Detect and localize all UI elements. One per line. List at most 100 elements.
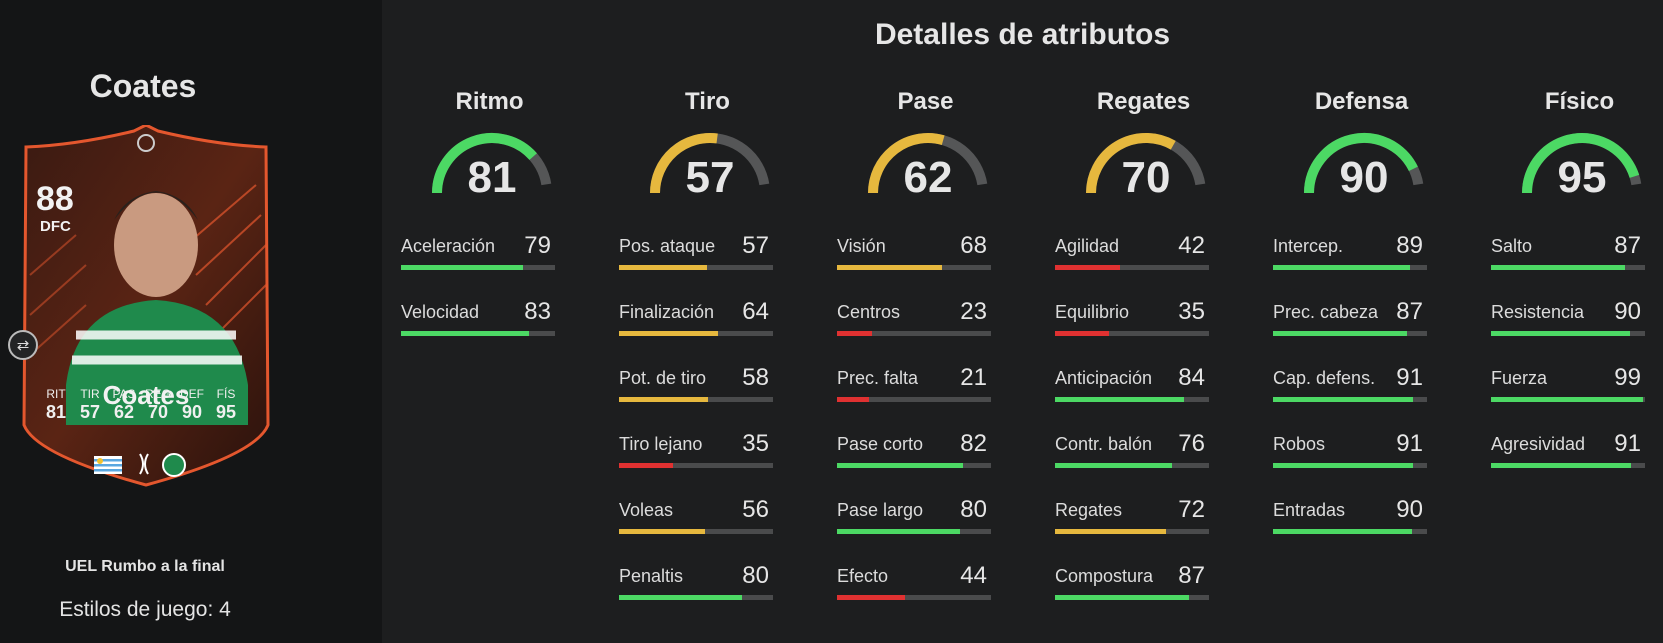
attribute-name: Entradas: [1273, 500, 1346, 520]
attribute-bar: [619, 331, 773, 336]
attribute-name: Robos: [1273, 434, 1326, 454]
attribute-bar-fill: [1055, 265, 1120, 270]
attribute-bar: [1055, 265, 1209, 270]
card-stat-label: FÍS: [216, 387, 236, 401]
attribute-value: 90: [1614, 298, 1641, 325]
category-gauge: [1304, 133, 1424, 194]
attribute-value: 58: [742, 364, 769, 391]
attribute-bar: [1055, 529, 1209, 534]
attribute-name: Pos. ataque: [619, 236, 716, 256]
attribute-bar: [837, 331, 991, 336]
attribute-bar: [1273, 529, 1427, 534]
card-stat-value: 95: [215, 402, 237, 422]
attribute-value: 91: [1396, 364, 1423, 391]
attribute-name: Pase corto: [837, 434, 924, 454]
attribute-name: Agilidad: [1055, 236, 1120, 256]
attribute-value: 79: [524, 232, 551, 259]
attribute-value: 80: [960, 496, 987, 523]
attribute-bar-fill: [1491, 397, 1644, 402]
attribute-bar-fill: [619, 265, 707, 270]
category-regates: Regates 70 Agilidad 42 Equilibrio 35 Anticipac…: [1055, 0, 1215, 643]
category-fisico: Físico 95 Salto 87 Resistencia 90 Fuerza 99 Agre…: [1491, 0, 1651, 643]
attribute-bar-fill: [1055, 331, 1109, 336]
attribute-value: 91: [1614, 430, 1641, 457]
gauge-fill: [1304, 133, 1418, 194]
player-card[interactable]: 88 DFC Coates RIT 81 TIR 57 PAS 62 REG 7…: [16, 125, 276, 495]
attribute-name: Velocidad: [401, 302, 480, 322]
attribute-bar: [1055, 397, 1209, 402]
attribute-name: Fuerza: [1491, 368, 1548, 388]
card-name: Coates: [102, 380, 190, 410]
playstyles-count[interactable]: Estilos de juego: 4: [59, 598, 231, 621]
uruguay-flag-icon: [94, 456, 122, 474]
attribute-bar: [1273, 331, 1427, 336]
category-title: Tiro: [685, 88, 730, 115]
attribute-bar-fill: [837, 463, 964, 468]
attribute-name: Intercep.: [1273, 236, 1344, 256]
attribute-bar: [1273, 397, 1427, 402]
attribute-name: Contr. balón: [1055, 434, 1153, 454]
attribute-bar: [1491, 463, 1645, 468]
card-stat-value: 62: [113, 402, 135, 422]
attribute-bar-fill: [1491, 331, 1630, 336]
player-panel: Coates 88 DFC Coates RIT 81: [0, 0, 382, 643]
category-gauge: [1522, 133, 1642, 194]
gauge-fill: [1522, 133, 1640, 194]
attribute-name: Resistencia: [1491, 302, 1585, 322]
attribute-bar: [837, 529, 991, 534]
category-gauge: [432, 133, 552, 194]
attribute-name: Tiro lejano: [619, 434, 703, 454]
attribute-name: Prec. cabeza: [1273, 302, 1379, 322]
attribute-value: 68: [960, 232, 987, 259]
category-title: Ritmo: [455, 88, 524, 115]
category-value: 90: [1339, 153, 1389, 202]
attribute-value: 82: [960, 430, 987, 457]
attribute-value: 35: [1178, 298, 1205, 325]
attribute-bar-fill: [837, 397, 870, 402]
category-value: 57: [685, 153, 735, 202]
attribute-bar-fill: [401, 331, 529, 336]
gauge-fill: [868, 133, 945, 194]
card-stat-label: REG: [144, 387, 171, 401]
attribute-bar-fill: [1491, 463, 1632, 468]
attribute-name: Visión: [837, 236, 886, 256]
attribute-name: Pase largo: [837, 500, 924, 520]
card-stat-pas: PAS 62: [107, 387, 141, 423]
card-stat-label: RIT: [46, 387, 66, 401]
card-stat-value: 81: [45, 402, 67, 422]
attribute-bar: [1491, 265, 1645, 270]
attribute-bar-fill: [619, 595, 743, 600]
attribute-name: Pot. de tiro: [619, 368, 707, 388]
attribute-bar: [837, 265, 991, 270]
card-stat-rit: RIT 81: [39, 387, 73, 423]
attribute-bar: [619, 265, 773, 270]
category-title: Defensa: [1314, 88, 1409, 115]
attribute-bar-fill: [1273, 529, 1412, 534]
attribute-name: Finalización: [619, 302, 715, 322]
attribute-name: Agresividad: [1491, 434, 1586, 454]
attribute-bar-fill: [1055, 529, 1166, 534]
attribute-bar: [619, 595, 773, 600]
attribute-name: Penaltis: [619, 566, 684, 586]
club-crest-icon: [162, 453, 186, 477]
attribute-bar-fill: [1055, 397, 1185, 402]
chemistry-style-icon[interactable]: ⇄: [8, 330, 38, 360]
attribute-name: Equilibrio: [1055, 302, 1130, 322]
attribute-value: 87: [1396, 298, 1423, 325]
attribute-name: Anticipación: [1055, 368, 1153, 388]
attribute-value: 64: [742, 298, 769, 325]
attribute-bar-fill: [401, 265, 523, 270]
attribute-bar: [1055, 331, 1209, 336]
card-stat-def: DEF 90: [175, 387, 209, 423]
card-stat-fis: FÍS 95: [209, 387, 243, 423]
attribute-bar: [1491, 397, 1645, 402]
category-gauge: [650, 133, 770, 194]
attribute-value: 42: [1178, 232, 1205, 259]
attribute-name: Cap. defens.: [1273, 368, 1376, 388]
attribute-bar-fill: [1273, 331, 1407, 336]
attribute-value: 21: [960, 364, 987, 391]
card-frame: [22, 125, 270, 487]
attribute-bar: [619, 463, 773, 468]
attribute-value: 35: [742, 430, 769, 457]
card-stat-value: 57: [79, 402, 101, 422]
